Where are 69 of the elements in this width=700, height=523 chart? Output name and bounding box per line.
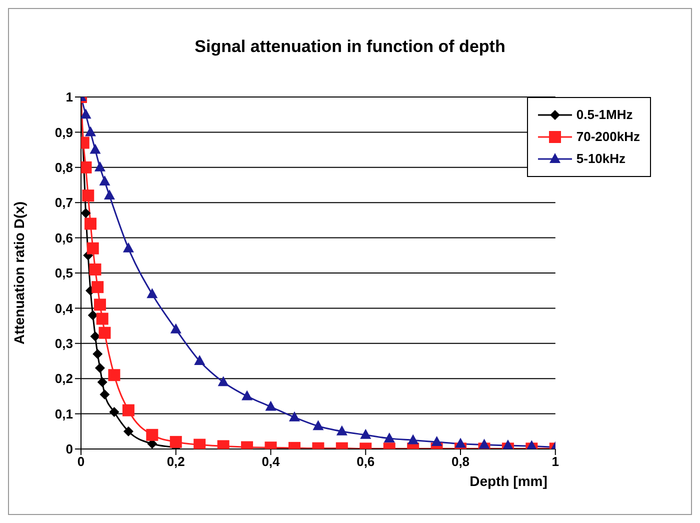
point (478, 438, 490, 449)
point (242, 390, 253, 400)
y-tick-label: 0,7 (54, 195, 73, 210)
chart-title: Signal attenuation in function of depth (194, 37, 506, 57)
y-tick-label: 0,5 (54, 266, 73, 281)
x-tick-label: 1 (552, 454, 560, 470)
point (360, 428, 372, 439)
point (218, 376, 229, 386)
point (384, 432, 395, 442)
point (84, 126, 96, 136)
point (97, 377, 108, 388)
point (100, 389, 110, 400)
point (98, 326, 111, 339)
point (90, 144, 101, 154)
y-tick-label: 0,4 (54, 300, 74, 316)
point (265, 400, 276, 411)
legend-label: 0.5-1MHz (575, 106, 634, 124)
point (88, 310, 98, 320)
point (108, 369, 120, 382)
y-tick-label: 1 (66, 90, 73, 105)
point (123, 426, 134, 436)
y-tick-label: 0,8 (54, 160, 73, 176)
x-tick-label: 0,6 (356, 454, 375, 470)
point (122, 242, 134, 252)
point (408, 434, 419, 444)
x-axis-title: Depth [mm] (470, 473, 548, 489)
point (288, 411, 300, 422)
point (194, 438, 206, 449)
point (312, 420, 324, 430)
point (89, 263, 102, 276)
point (94, 298, 106, 311)
point (170, 436, 182, 448)
point (96, 312, 108, 325)
x-tick-label: 0 (77, 454, 85, 470)
y-tick-label: 0,3 (54, 336, 73, 352)
y-tick-label: 0 (66, 442, 73, 457)
y-axis-title: Attenuation ratio D(x) (10, 201, 27, 345)
point (94, 161, 106, 172)
x-tick-label: 0,8 (451, 454, 470, 470)
point (455, 438, 466, 448)
point (81, 161, 92, 174)
point (122, 404, 134, 416)
point (104, 190, 115, 200)
point (146, 288, 158, 298)
point (81, 108, 92, 119)
point (109, 407, 120, 418)
point (81, 208, 91, 218)
point (84, 218, 96, 230)
point (336, 425, 348, 436)
point (92, 348, 103, 359)
point (86, 242, 99, 254)
x-tick-label: 0,4 (262, 454, 281, 470)
y-tick-label: 0,9 (54, 124, 73, 140)
point (431, 436, 442, 446)
point (194, 355, 206, 365)
point (82, 190, 94, 202)
y-tick-label: 0,6 (54, 230, 73, 246)
legend-label: 70-200kHz (575, 128, 640, 146)
legend-label: 5-10kHz (575, 150, 627, 168)
x-tick-label: 0,2 (166, 454, 185, 470)
point (90, 331, 100, 342)
point (146, 428, 158, 441)
y-tick-label: 0,1 (54, 406, 73, 422)
point (94, 363, 105, 374)
y-tick-label: 0,2 (54, 371, 73, 386)
point (99, 175, 110, 186)
point (170, 323, 182, 334)
point (502, 439, 514, 449)
point (92, 281, 104, 294)
